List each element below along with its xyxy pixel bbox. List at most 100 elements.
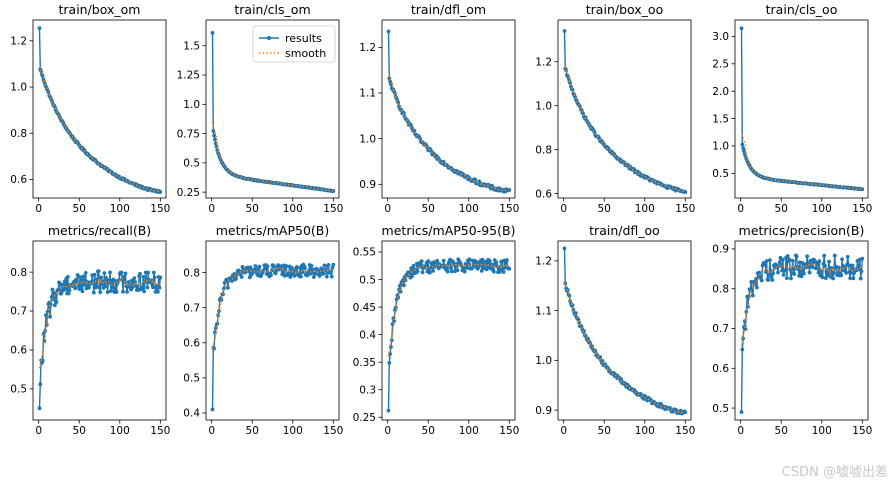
y-tick-label: 0.35	[353, 357, 376, 369]
results-point	[427, 270, 432, 275]
results-point	[330, 265, 335, 270]
results-point	[54, 300, 59, 305]
results-point	[81, 274, 86, 279]
y-tick-label: 0.75	[177, 128, 200, 140]
y-tick-label: 0.45	[353, 302, 376, 314]
chart-title: train/box_oo	[586, 2, 663, 17]
smooth-line	[563, 282, 686, 414]
results-point	[83, 271, 88, 275]
x-tick-label: 0	[560, 425, 567, 437]
smooth-line	[38, 66, 161, 193]
results-point	[799, 274, 804, 279]
y-tick-label: 1.1	[535, 305, 552, 317]
chart-title: metrics/precision(B)	[739, 223, 865, 238]
results-point	[103, 284, 108, 289]
results-point	[40, 358, 45, 363]
results-point	[238, 269, 242, 274]
x-tick-label: 150	[499, 203, 519, 215]
results-line	[211, 262, 334, 410]
results-point	[848, 276, 853, 281]
x-tick-label: 100	[635, 203, 655, 215]
results-point	[67, 288, 72, 293]
results-point	[790, 258, 795, 263]
y-tick-label: 1.25	[177, 70, 200, 82]
results-point	[268, 273, 273, 278]
results-point	[810, 265, 815, 270]
axes-frame	[557, 240, 692, 421]
smooth-line	[740, 130, 863, 190]
y-tick-label: 3.0	[712, 31, 729, 43]
results-point	[785, 254, 790, 258]
results-point	[465, 266, 470, 270]
smooth-line	[387, 262, 510, 357]
results-line	[740, 28, 863, 190]
results-point	[423, 264, 428, 268]
x-tick-label: 50	[598, 425, 611, 437]
results-point	[860, 256, 865, 261]
results-point	[806, 265, 810, 269]
legend-box	[252, 25, 336, 63]
watermark: CSDN @嘘嘘出差	[781, 465, 888, 480]
results-point	[65, 274, 70, 279]
results-point	[151, 270, 156, 275]
chart-panel: metrics/mAP50-95(B) 0 50 100 150 0.25 0.3 0.35 0…	[353, 223, 520, 437]
results-point	[741, 146, 746, 150]
y-tick-label: 0.6	[535, 188, 552, 200]
results-point	[248, 265, 253, 270]
axes-frame	[205, 19, 340, 199]
y-tick-label: 2.0	[712, 86, 729, 98]
results-point	[815, 262, 820, 267]
x-tick-label: 100	[812, 425, 832, 437]
results-point	[157, 285, 162, 290]
y-tick-label: 0.9	[535, 405, 552, 417]
y-tick-label: 1.2	[535, 56, 552, 68]
results-point	[151, 285, 155, 290]
results-point	[96, 269, 101, 274]
smooth-line	[38, 277, 161, 369]
chart-title: train/cls_oo	[766, 2, 838, 17]
results-point	[504, 258, 509, 262]
x-tick-label: 0	[35, 425, 42, 437]
results-point	[844, 270, 848, 275]
y-tick-label: 0.5	[712, 168, 729, 180]
results-point	[840, 257, 844, 262]
x-tick-label: 50	[422, 203, 435, 215]
chart-panel: train/box_oo 0 50 100 150 0.6 0.8 1.0 1.2	[535, 2, 695, 215]
results-point	[288, 275, 293, 279]
results-point	[326, 263, 331, 267]
results-point	[321, 271, 326, 276]
results-point	[273, 271, 278, 276]
results-point	[431, 268, 435, 273]
results-point	[155, 289, 160, 294]
legend-results-marker	[267, 36, 271, 40]
results-point	[449, 266, 453, 271]
y-tick-label: 0.9	[359, 179, 376, 191]
results-point	[146, 270, 151, 275]
y-tick-label: 1.0	[10, 82, 27, 94]
results-point	[839, 273, 844, 278]
results-point	[435, 259, 440, 263]
results-point	[407, 270, 412, 275]
results-point	[303, 265, 307, 270]
results-point	[80, 289, 85, 294]
chart-panel: train/dfl_oo 0 50 100 150 0.9 1.0 1.1 1.2	[535, 223, 695, 437]
x-tick-label: 100	[283, 203, 303, 215]
x-tick-label: 150	[675, 203, 695, 215]
results-point	[794, 254, 799, 259]
results-point	[759, 278, 764, 283]
axes-frame	[381, 240, 516, 421]
results-point	[501, 270, 506, 274]
results-point	[420, 270, 425, 275]
results-point	[213, 137, 217, 142]
results-point	[831, 276, 836, 281]
results-point	[121, 274, 126, 279]
results-point	[210, 30, 215, 35]
results-point	[78, 275, 82, 280]
y-tick-label: 0.6	[10, 345, 27, 357]
axes-frame	[557, 19, 692, 199]
y-tick-label: 0.7	[183, 302, 200, 314]
y-tick-label: 1.2	[359, 42, 376, 54]
results-point	[140, 286, 145, 291]
results-point	[507, 266, 512, 271]
chart-panel: metrics/recall(B) 0 50 100 150 0.5 0.6 0.7 0.8	[10, 223, 170, 437]
